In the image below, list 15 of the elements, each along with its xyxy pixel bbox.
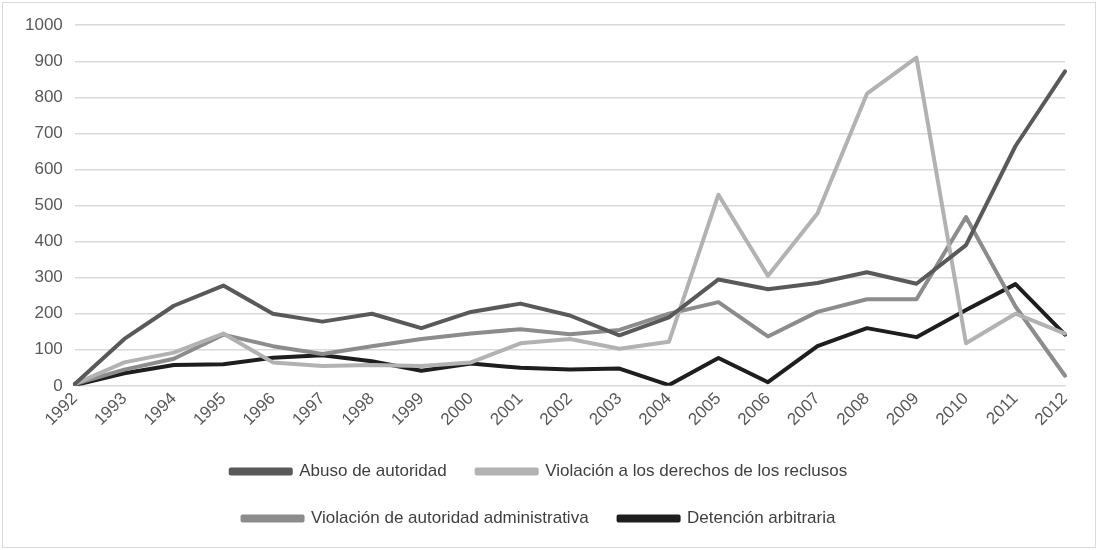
- y-tick-label: 700: [34, 123, 63, 143]
- legend-label: Violación de autoridad administrativa: [311, 508, 590, 528]
- y-tick-label: 900: [34, 50, 63, 70]
- y-tick-label: 500: [34, 195, 63, 215]
- y-tick-label: 1000: [24, 14, 63, 34]
- y-tick-label: 100: [34, 339, 63, 359]
- y-tick-label: 600: [34, 159, 63, 179]
- y-tick-label: 200: [34, 303, 63, 323]
- y-tick-label: 800: [34, 87, 63, 107]
- legend-label: Abuso de autoridad: [299, 461, 447, 481]
- legend-label: Detención arbitraria: [687, 508, 836, 528]
- y-tick-label: 300: [34, 267, 63, 287]
- legend-label: Violación a los derechos de los reclusos: [545, 461, 848, 481]
- y-tick-label: 400: [34, 231, 63, 251]
- y-tick-label: 0: [53, 375, 63, 395]
